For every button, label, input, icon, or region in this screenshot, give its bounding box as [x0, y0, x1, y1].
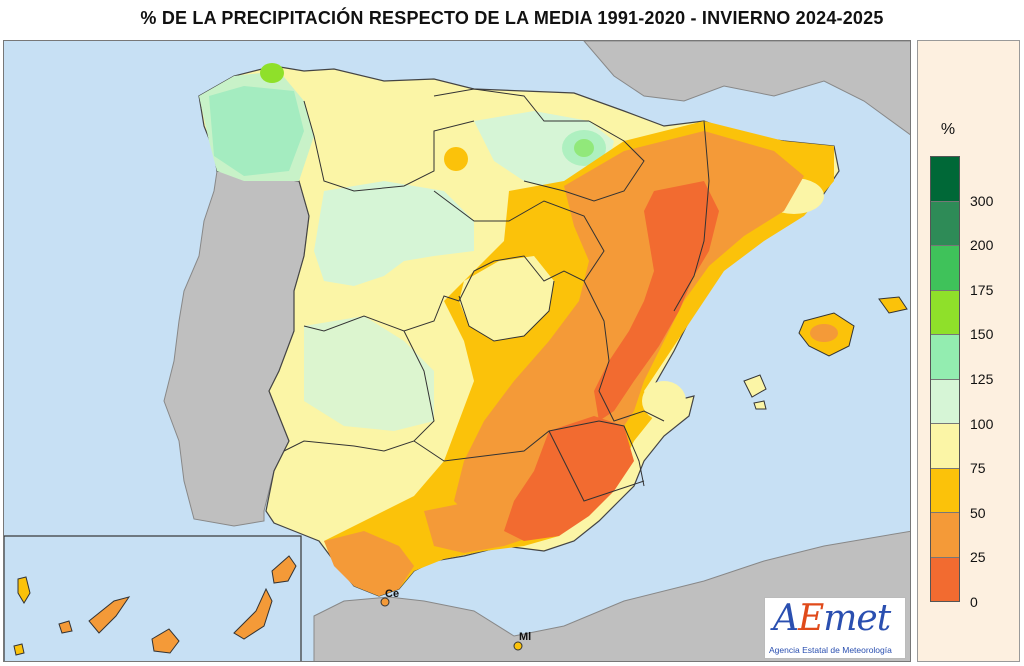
formentera — [753, 400, 767, 410]
legend-label-200: 200 — [970, 237, 994, 254]
legend-swatch-200 — [931, 201, 959, 246]
legend-label-300: 300 — [970, 192, 994, 209]
zone-100-extremadura — [304, 316, 434, 431]
africa-land — [313, 530, 910, 661]
canary-inset — [4, 535, 302, 661]
menorca — [878, 296, 908, 314]
zone-50-burgos — [444, 147, 468, 171]
legend-swatch-125 — [931, 335, 959, 380]
legend-panel: % 300 200 175 150 125 100 75 50 25 0 — [917, 40, 1020, 662]
mallorca-orange — [810, 324, 838, 342]
melilla-marker — [513, 641, 523, 651]
legend-swatch-150 — [931, 290, 959, 335]
map-title: % DE LA PRECIPITACIÓN RESPECTO DE LA MED… — [140, 7, 884, 28]
zone-75-valencia — [642, 381, 686, 421]
logo-letter-e: E — [798, 598, 824, 639]
logo-letter-a: A — [773, 598, 799, 639]
legend-label-100: 100 — [970, 415, 994, 432]
legend-label-50: 50 — [970, 504, 986, 521]
ceuta-label: Ce — [385, 588, 399, 600]
zone-25-andalucia — [324, 531, 414, 596]
lanzarote — [271, 555, 297, 584]
map-svg: Ce Ml — [4, 41, 910, 661]
aemet-logo: AEmet Agencia Estatal de Meteorología — [764, 597, 906, 659]
legend-swatch-175 — [931, 246, 959, 291]
legend-swatch-50 — [931, 468, 959, 513]
legend-swatch-75 — [931, 424, 959, 469]
logo-word-rest: met — [823, 598, 891, 639]
fuerteventura — [233, 587, 273, 640]
la-palma — [17, 576, 31, 604]
legend-label-125: 125 — [970, 371, 994, 387]
zone-100-center — [314, 181, 474, 286]
legend-swatch-25 — [931, 513, 959, 558]
zone-150-galicia — [260, 63, 284, 83]
region-borders — [283, 88, 710, 502]
legend-label-75: 75 — [970, 460, 986, 477]
zone-75-madrid — [459, 256, 554, 341]
gran-canaria — [151, 628, 180, 654]
legend-label-175: 175 — [970, 281, 994, 298]
legend-swatch-100 — [931, 379, 959, 424]
zone-0-valencia — [594, 181, 719, 421]
la-gomera — [58, 620, 73, 634]
zone-0-murcia — [504, 416, 634, 541]
legend-color-bar — [930, 156, 960, 602]
map-area: Ce Ml — [3, 40, 911, 662]
legend-unit: % — [940, 121, 956, 138]
ibiza — [743, 374, 767, 398]
melilla-label: Ml — [519, 631, 531, 643]
ceuta-marker — [380, 597, 390, 607]
france-land — [583, 41, 910, 136]
logo-subtitle: Agencia Estatal de Meteorología — [769, 645, 892, 655]
legend-swatch-0 — [931, 557, 959, 601]
tenerife — [88, 596, 131, 634]
zone-125-navarra — [562, 130, 606, 166]
legend-label-150: 150 — [970, 326, 994, 343]
el-hierro — [13, 643, 25, 656]
zone-125-galicia — [209, 86, 304, 176]
zone-25-south — [424, 501, 534, 553]
legend-swatch-300 — [931, 157, 959, 202]
legend-label-25: 25 — [970, 549, 986, 566]
legend-label-0: 0 — [970, 594, 978, 610]
